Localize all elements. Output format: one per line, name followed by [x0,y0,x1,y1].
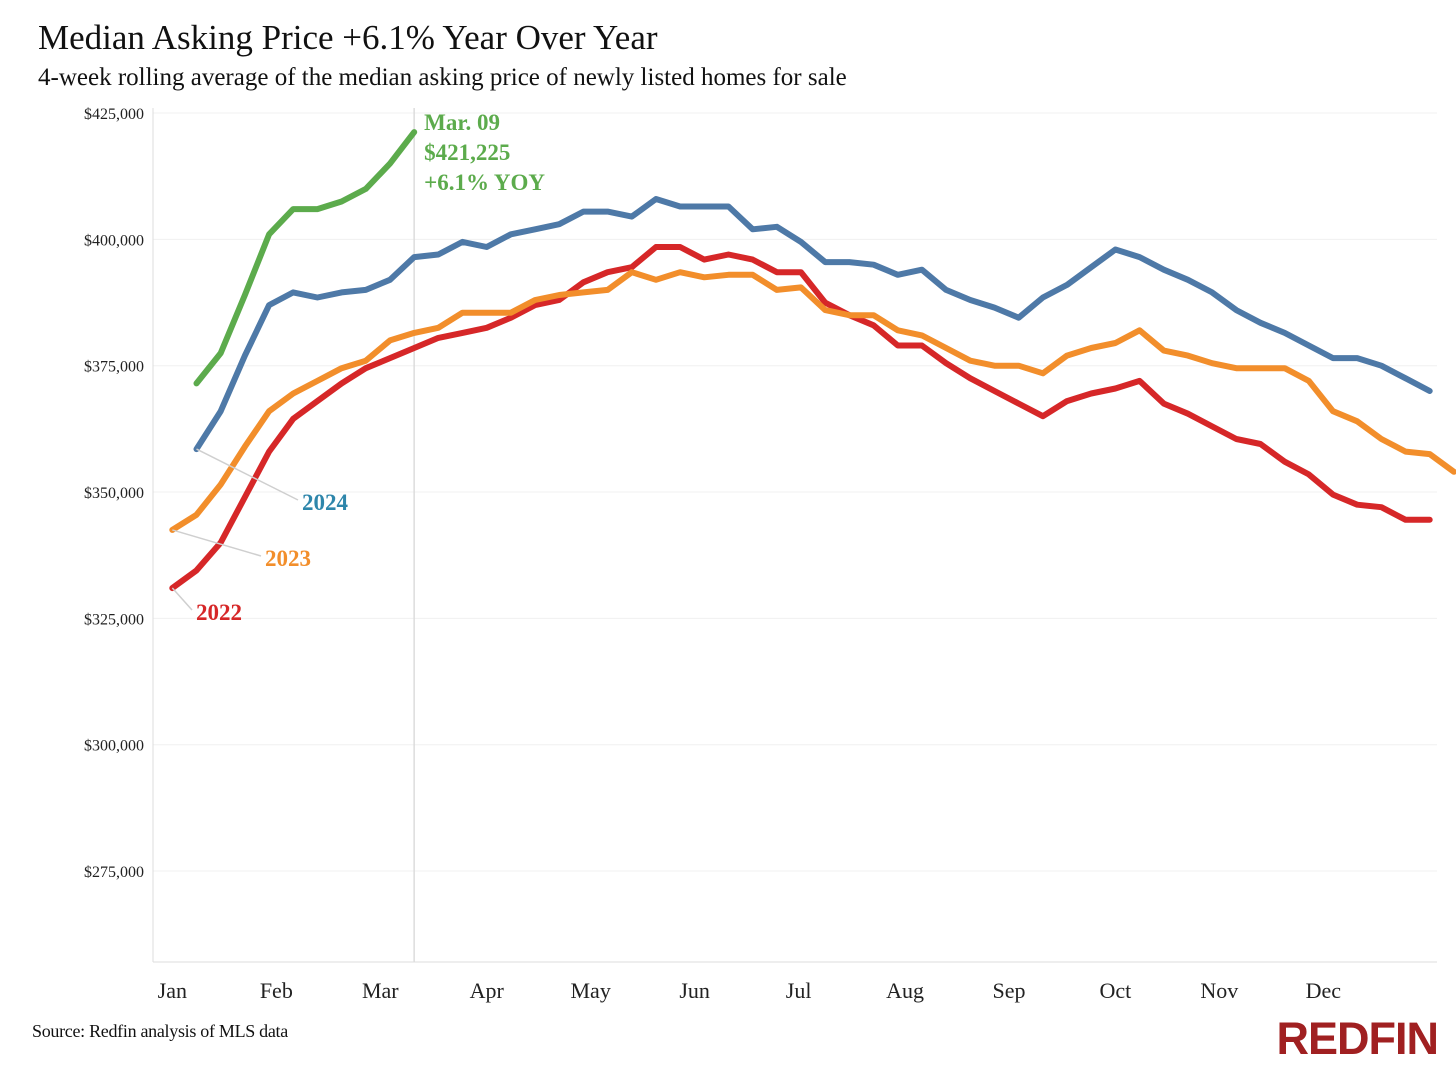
x-tick-label: Mar [362,978,399,1003]
chart-title: Median Asking Price +6.1% Year Over Year [38,18,658,57]
series-label-2023: 2023 [265,546,311,571]
series-label-2022: 2022 [196,600,242,625]
y-tick-label: $300,000 [84,738,144,755]
series-line-2022 [169,244,1433,592]
y-tick-label: $400,000 [84,232,144,249]
axis-layer: $275,000 $300,000 $325,000 $350,000 $375,000… [84,106,1437,1003]
chart-subtitle: 4-week rolling average of the median ask… [38,64,847,91]
source-note: Source: Redfin analysis of MLS data [32,1021,288,1041]
y-tick-label: $425,000 [84,106,144,123]
redfin-logo: REDFIN [1276,1013,1439,1064]
label-layer: 2024 2023 2022 Mar. 09 $421,225 +6.1% YOY [171,110,545,625]
x-tick-label: Feb [260,978,293,1003]
y-tick-label: $325,000 [84,611,144,628]
line-layer [169,129,1456,592]
annotation-line: +6.1% YOY [424,170,545,195]
y-tick-label: $275,000 [84,864,144,881]
x-tick-label: Apr [470,978,505,1003]
annotation-line: Mar. 09 [424,110,500,135]
x-tick-label: Aug [886,978,924,1003]
x-tick-label: Jan [158,978,187,1003]
annotation-line: $421,225 [424,140,510,165]
y-tick-label: $375,000 [84,359,144,376]
x-tick-label: Nov [1200,978,1238,1003]
leader-line [196,448,299,501]
series-label-2024: 2024 [302,490,349,515]
leader-line [171,587,193,611]
leader-line [172,529,262,557]
x-tick-label: Jul [786,978,812,1003]
series-line-2024-to-date [193,129,418,387]
x-tick-label: Sep [993,978,1026,1003]
x-tick-label: Oct [1100,978,1132,1003]
x-tick-label: Jun [679,978,710,1003]
series-line-2023 [169,269,1456,533]
series-line-2024 [193,196,1433,453]
x-tick-label: May [571,978,611,1003]
x-tick-label: Dec [1306,978,1342,1003]
y-tick-label: $350,000 [84,485,144,502]
